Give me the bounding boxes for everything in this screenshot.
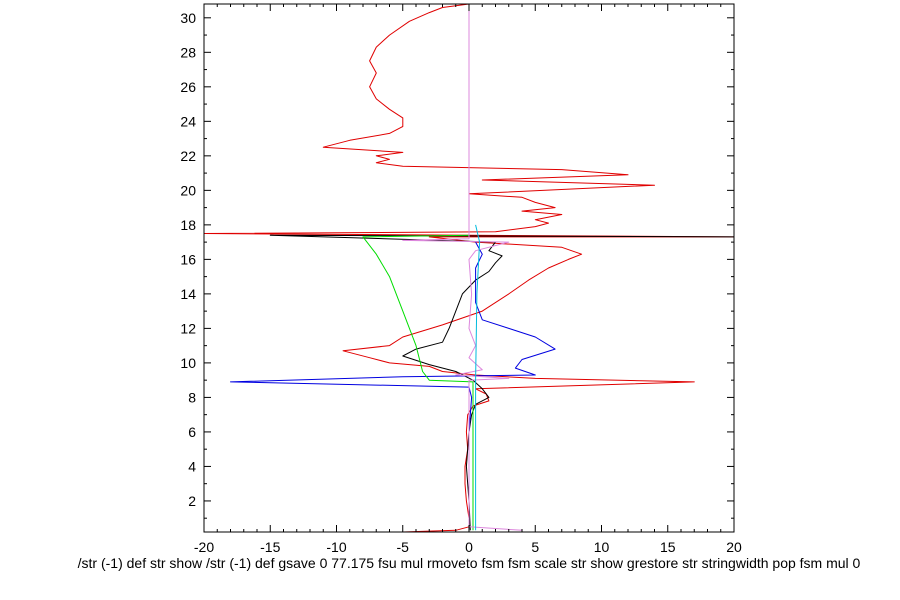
x-tick-label: -20 xyxy=(194,539,214,555)
y-tick-label: 4 xyxy=(188,458,196,474)
ticks-layer xyxy=(203,4,735,532)
y-tick-label: 12 xyxy=(180,320,196,336)
y-tick-label: 6 xyxy=(188,424,196,440)
y-tick-label: 26 xyxy=(180,79,196,95)
series-line-1 xyxy=(204,4,734,532)
y-tick-label: 20 xyxy=(180,182,196,198)
x-tick-label: -15 xyxy=(260,539,280,555)
x-tick-label: 15 xyxy=(660,539,676,555)
x-tick-label: -10 xyxy=(326,539,346,555)
y-tick-label: 2 xyxy=(188,493,196,509)
x-tick-label: 20 xyxy=(726,539,742,555)
y-tick-label: 28 xyxy=(180,44,196,60)
y-tick-label: 30 xyxy=(180,10,196,26)
series-line-2 xyxy=(269,234,734,531)
y-tick-label: 8 xyxy=(188,389,196,405)
series-line-4 xyxy=(362,234,474,531)
labels-layer: -20 -15 -10 -5 0 5 10 15 20246810121416182022242… xyxy=(180,10,742,555)
x-tick-label: 5 xyxy=(531,539,539,555)
x-tick-label: 10 xyxy=(594,539,610,555)
series-layer xyxy=(204,4,734,532)
x-tick-label: 0 xyxy=(465,539,473,555)
x-axis-label: /str (-1) def str show /str (-1) def gsa… xyxy=(78,555,861,571)
x-tick-label: -5 xyxy=(397,539,410,555)
series-line-5 xyxy=(402,4,523,531)
y-tick-label: 10 xyxy=(180,355,196,371)
y-tick-label: 14 xyxy=(180,286,196,302)
series-line-6 xyxy=(475,224,481,531)
y-tick-label: 22 xyxy=(180,148,196,164)
y-tick-label: 18 xyxy=(180,217,196,233)
y-tick-label: 24 xyxy=(180,113,196,129)
y-tick-label: 16 xyxy=(180,251,196,267)
